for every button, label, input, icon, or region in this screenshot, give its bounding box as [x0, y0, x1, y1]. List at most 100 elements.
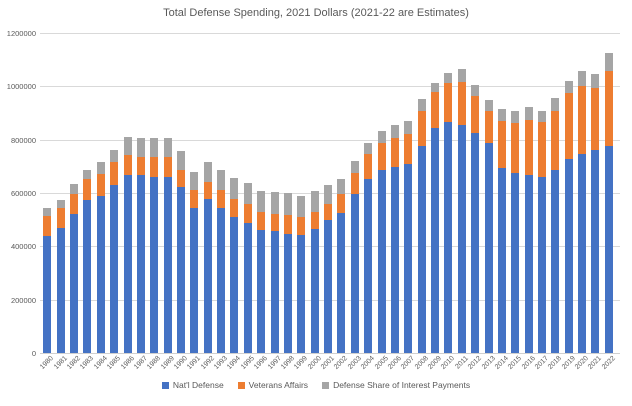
x-axis-label-1992: 1992	[199, 355, 216, 371]
bar-segment-nat-l-defense	[110, 185, 119, 353]
bar-1988	[150, 138, 159, 353]
bar-1980	[43, 208, 52, 353]
bar-segment-nat-l-defense	[457, 125, 466, 353]
bar-segment-veterans-affairs	[43, 216, 52, 236]
x-axis-label-2005: 2005	[373, 355, 390, 371]
x-axis-label-2019: 2019	[560, 355, 577, 371]
bar-2021	[591, 74, 600, 353]
bar-2022	[604, 53, 613, 353]
legend-swatch-icon	[322, 381, 330, 389]
x-axis-label-2008: 2008	[413, 355, 430, 371]
x-axis-label-2003: 2003	[346, 355, 363, 371]
bar-segment-defense-share-of-interest-payments	[484, 99, 493, 111]
bar-segment-defense-share-of-interest-payments	[591, 74, 600, 89]
x-axis-label-1997: 1997	[266, 355, 283, 371]
bar-segment-veterans-affairs	[297, 216, 306, 235]
bar-1989	[163, 138, 172, 353]
bar-segment-defense-share-of-interest-payments	[177, 150, 185, 171]
bar-segment-veterans-affairs	[230, 199, 239, 217]
x-axis-label-2004: 2004	[360, 355, 377, 371]
y-axis-label: 1200000	[6, 29, 36, 38]
y-axis-label: 400000	[10, 242, 36, 252]
bar-segment-defense-share-of-interest-payments	[337, 179, 346, 195]
bar-1985	[110, 149, 119, 353]
x-axis-label-1994: 1994	[226, 355, 243, 371]
x-axis-label-1985: 1985	[106, 355, 123, 371]
bar-segment-veterans-affairs	[471, 95, 480, 134]
bar-segment-defense-share-of-interest-payments	[364, 143, 373, 155]
bar-segment-veterans-affairs	[444, 83, 453, 123]
x-axis-label-1982: 1982	[66, 355, 82, 371]
x-axis-label-2011: 2011	[454, 355, 470, 371]
bar-segment-nat-l-defense	[337, 213, 346, 353]
x-axis-label-1999: 1999	[293, 355, 310, 371]
bar-segment-veterans-affairs	[537, 121, 546, 177]
bar-segment-veterans-affairs	[457, 81, 466, 125]
bar-segment-nat-l-defense	[257, 230, 266, 353]
bar-segment-veterans-affairs	[324, 203, 333, 221]
bar-segment-nat-l-defense	[551, 170, 560, 353]
bar-1992	[203, 161, 212, 353]
x-axis-label-2014: 2014	[493, 355, 510, 371]
x-axis-label-1981: 1981	[52, 355, 69, 371]
y-axis-label: 200000	[10, 295, 36, 305]
bar-segment-nat-l-defense	[364, 179, 373, 353]
bar-segment-nat-l-defense	[163, 177, 172, 353]
bar-segment-nat-l-defense	[70, 214, 79, 353]
bar-segment-defense-share-of-interest-payments	[310, 190, 319, 212]
x-axis-label-2010: 2010	[440, 355, 457, 371]
y-axis-label: 0	[31, 349, 36, 358]
bar-segment-veterans-affairs	[310, 211, 319, 230]
bar-2015	[511, 111, 520, 353]
bar-segment-defense-share-of-interest-payments	[56, 200, 65, 209]
y-axis-label: 800000	[10, 135, 36, 145]
bar-segment-defense-share-of-interest-payments	[564, 81, 573, 94]
bar-segment-veterans-affairs	[390, 137, 399, 168]
bar-2004	[364, 143, 373, 353]
x-axis-label-1991: 1991	[186, 355, 203, 371]
x-axis-label-2006: 2006	[386, 355, 403, 371]
bar-segment-nat-l-defense	[564, 159, 573, 353]
bar-segment-defense-share-of-interest-payments	[217, 169, 226, 190]
bar-segment-defense-share-of-interest-payments	[297, 195, 306, 217]
bar-segment-defense-share-of-interest-payments	[578, 70, 587, 87]
bar-segment-nat-l-defense	[578, 154, 587, 353]
bar-segment-nat-l-defense	[524, 174, 533, 353]
bar-segment-nat-l-defense	[591, 149, 600, 353]
bar-segment-nat-l-defense	[43, 235, 52, 353]
bar-segment-veterans-affairs	[177, 170, 185, 188]
chart-title: Total Defense Spending, 2021 Dollars (20…	[163, 7, 469, 19]
bar-2013	[484, 99, 493, 353]
bar-segment-veterans-affairs	[337, 194, 346, 214]
bar-segment-veterans-affairs	[591, 88, 600, 150]
bar-segment-veterans-affairs	[136, 156, 145, 176]
bar-segment-veterans-affairs	[564, 93, 573, 160]
bar-2020	[578, 70, 587, 353]
bar-segment-defense-share-of-interest-payments	[123, 136, 132, 156]
bar-segment-nat-l-defense	[217, 207, 226, 353]
x-axis-label-1990: 1990	[172, 355, 189, 371]
legend-swatch-icon	[161, 381, 169, 389]
x-axis-label-1989: 1989	[159, 355, 176, 371]
bar-segment-veterans-affairs	[96, 174, 105, 197]
bar-segment-defense-share-of-interest-payments	[230, 178, 239, 200]
x-axis-label-2016: 2016	[520, 355, 537, 371]
legend: Nat'l Defense Veterans Affairs Defense Sha…	[0, 380, 632, 390]
legend-label: Nat'l Defense	[172, 380, 224, 390]
x-axis-label-2000: 2000	[306, 355, 323, 371]
bar-1994	[230, 178, 239, 353]
bar-segment-defense-share-of-interest-payments	[471, 85, 480, 96]
bar-segment-veterans-affairs	[150, 157, 159, 177]
bar-segment-veterans-affairs	[257, 211, 266, 231]
bar-1986	[123, 136, 132, 353]
bar-segment-nat-l-defense	[150, 176, 159, 353]
x-axis-label-2017: 2017	[533, 355, 550, 371]
x-axis-label-1996: 1996	[253, 355, 270, 371]
bar-segment-veterans-affairs	[163, 157, 172, 178]
bar-segment-defense-share-of-interest-payments	[283, 193, 292, 216]
bar-segment-veterans-affairs	[497, 121, 506, 169]
bar-segment-defense-share-of-interest-payments	[203, 161, 212, 182]
bar-segment-veterans-affairs	[123, 155, 132, 175]
x-axis-label-2015: 2015	[507, 355, 524, 371]
